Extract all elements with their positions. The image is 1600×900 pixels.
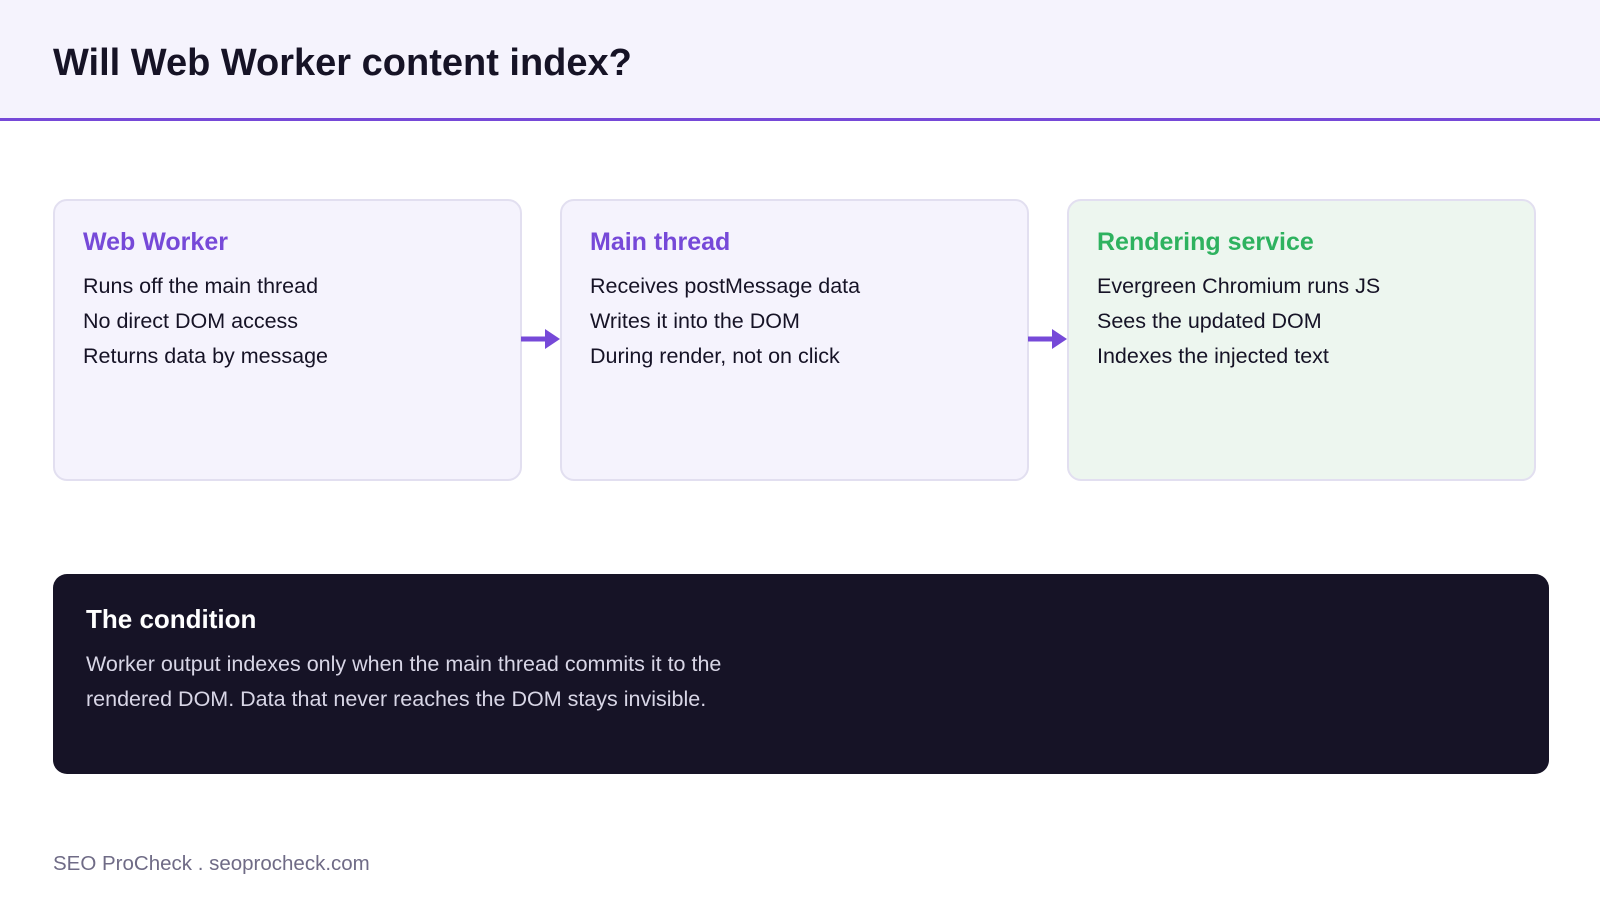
step-details-web-worker: Runs off the main thread No direct DOM a… [83,269,328,374]
page-header: Will Web Worker content index? [0,0,1600,121]
step-detail: Evergreen Chromium runs JS [1097,274,1381,298]
flow-step-main-thread: Main thread Receives postMessage data Wr… [560,199,1029,481]
callout-title: The condition [86,604,257,634]
callout-body: Worker output indexes only when the main… [86,652,722,711]
step-details-rendering-service: Evergreen Chromium runs JS Sees the upda… [1097,269,1380,374]
arrow-right-icon [1028,326,1068,352]
step-title-web-worker: Web Worker [83,228,228,256]
page-title: Will Web Worker content index? [53,42,632,84]
step-title-rendering-service: Rendering service [1097,228,1314,256]
step-detail: Writes it into the DOM [590,309,800,333]
step-title-main-thread: Main thread [590,228,731,256]
step-detail: During render, not on click [590,344,840,368]
step-detail: Runs off the main thread [83,274,319,298]
step-detail: Indexes the injected text [1097,344,1329,368]
footer-credit: SEO ProCheck . seoprocheck.com [53,852,370,875]
step-detail: Receives postMessage data [590,274,861,298]
step-detail: Sees the updated DOM [1097,309,1322,333]
flow-step-rendering-service: Rendering service Evergreen Chromium run… [1067,199,1536,481]
arrow-right-icon [521,326,561,352]
condition-callout: The condition Worker output indexes only… [53,574,1549,774]
step-detail: Returns data by message [83,344,328,368]
flow-step-web-worker: Web Worker Runs off the main thread No d… [53,199,522,481]
step-details-main-thread: Receives postMessage data Writes it into… [590,269,860,374]
step-detail: No direct DOM access [83,309,299,333]
